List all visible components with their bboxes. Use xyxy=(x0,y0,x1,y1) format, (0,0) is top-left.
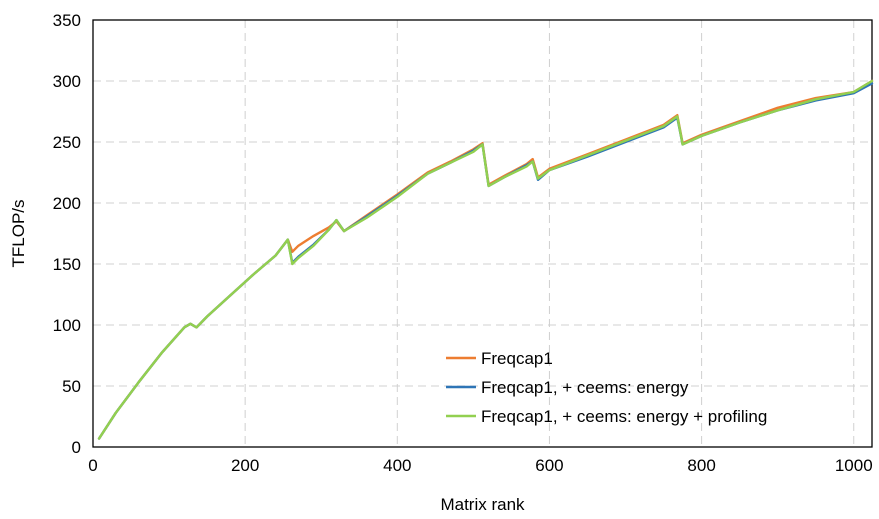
plot-area-border xyxy=(92,19,873,448)
y-tick-label: 50 xyxy=(62,377,81,396)
series-line-3 xyxy=(97,79,874,440)
y-tick-label: 200 xyxy=(53,194,81,213)
y-tick-label: 150 xyxy=(53,255,81,274)
legend: Freqcap1 Freqcap1, + ceems: energy Freqcap… xyxy=(446,349,767,426)
y-tick-label: 100 xyxy=(53,316,81,335)
tick-labels: 0 50 100 150 200 250 300 350 0 200 400 600 800 1000 xyxy=(53,11,873,475)
series-lines xyxy=(97,79,874,440)
legend-label-2: Freqcap1, + ceems: energy xyxy=(481,378,689,397)
y-tick-label: 250 xyxy=(53,133,81,152)
legend-label-3: Freqcap1, + ceems: energy + profiling xyxy=(481,407,767,426)
y-tick-label: 0 xyxy=(72,438,81,457)
x-tick-label: 600 xyxy=(535,456,563,475)
legend-label-1: Freqcap1 xyxy=(481,349,553,368)
x-tick-label: 0 xyxy=(88,456,97,475)
x-tick-label: 400 xyxy=(383,456,411,475)
x-axis-title: Matrix rank xyxy=(440,495,525,514)
x-tick-label: 200 xyxy=(231,456,259,475)
y-tick-label: 350 xyxy=(53,11,81,30)
x-tick-label: 800 xyxy=(687,456,715,475)
y-tick-label: 300 xyxy=(53,72,81,91)
y-axis-title: TFLOP/s xyxy=(9,199,28,267)
x-tick-label: 1000 xyxy=(835,456,873,475)
